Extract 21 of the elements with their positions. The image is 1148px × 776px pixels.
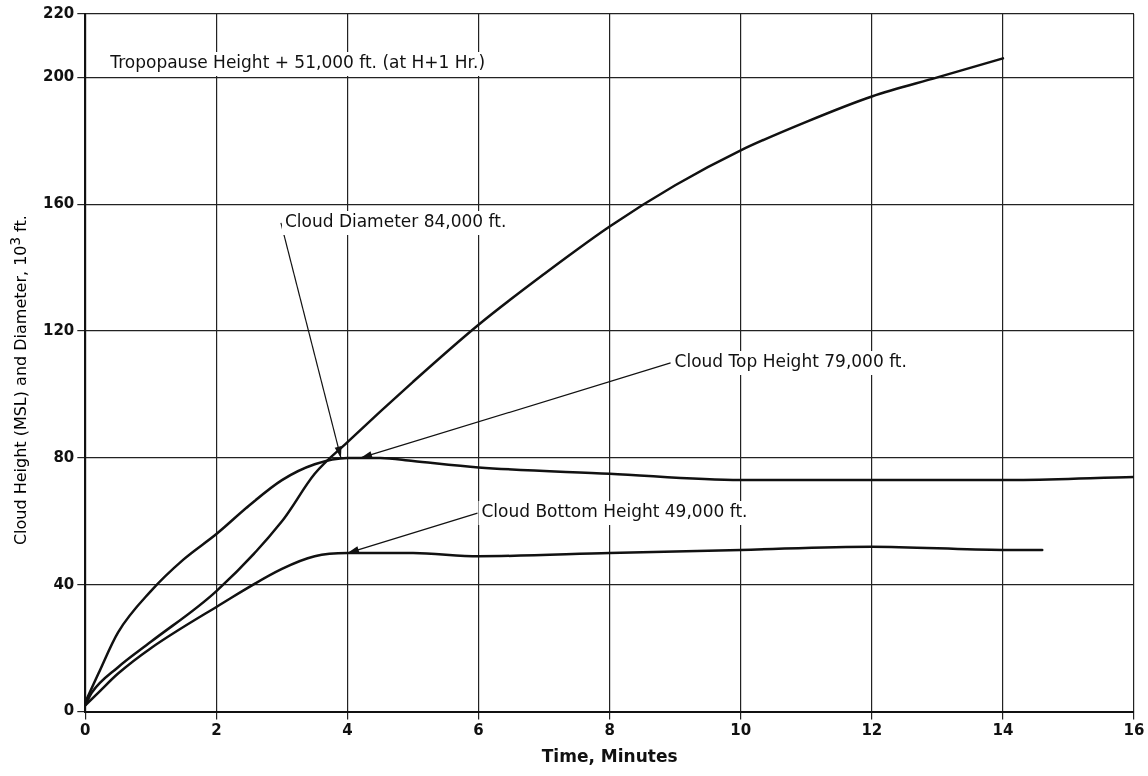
y-tick-label: 0: [63, 701, 75, 720]
y-tick-label: 80: [53, 447, 75, 466]
annotation: Tropopause Height + 51,000 ft. (at H+1 Hr.): [109, 52, 486, 73]
x-tick-label: 4: [342, 721, 353, 740]
y-tick-label: 220: [43, 3, 75, 22]
x-tick-label: 14: [992, 721, 1014, 740]
x-tick-label: 0: [80, 721, 91, 740]
x-tick-label: 16: [1123, 721, 1145, 740]
x-tick-label: 2: [211, 721, 222, 740]
x-tick-label: 10: [730, 721, 752, 740]
annotation: Cloud Bottom Height 49,000 ft.: [481, 501, 748, 522]
x-tick-label: 8: [604, 721, 615, 740]
y-tick-label: 120: [43, 320, 75, 339]
y-tick-label: 40: [53, 574, 75, 593]
y-tick-label: 200: [43, 67, 75, 86]
y-tick-label: 160: [43, 194, 75, 213]
x-tick-label: 12: [861, 721, 883, 740]
annotation: Cloud Diameter 84,000 ft.: [284, 211, 507, 232]
x-tick-label: 6: [473, 721, 484, 740]
x-axis-title: Time, Minutes: [541, 746, 678, 767]
annotation: Cloud Top Height 79,000 ft.: [674, 351, 907, 372]
